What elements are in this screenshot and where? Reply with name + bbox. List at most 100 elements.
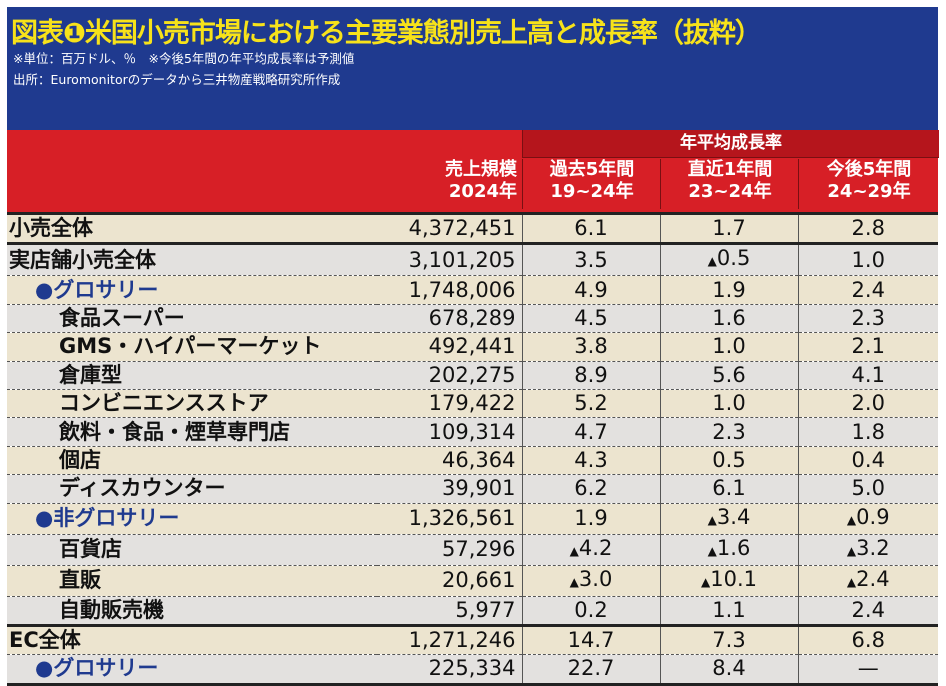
col-header-sales-line2: 2024年 (448, 181, 517, 202)
row-label: GMS・ハイパーマーケット (7, 332, 377, 362)
table-header: 年平均成長率 売上規模 2024年 過去5年間 19~24年 直近1年間 23~24年… (7, 130, 939, 212)
col-header-recent1: 直近1年間 23~24年 (660, 159, 799, 209)
past5-cell: 0.2 (521, 596, 660, 627)
sales-cell: 5,977 (377, 596, 522, 627)
sales-cell: 109,314 (377, 417, 522, 447)
figure-header: 図表❶米国小売市場における主要業態別売上高と成長率（抜粋） ※単位：百万ドル、％… (7, 7, 938, 130)
row-label: EC全体 (7, 625, 377, 656)
sales-cell: 179,422 (377, 389, 522, 419)
recent1-cell: 7.3 (659, 625, 798, 656)
past5-cell: 5.2 (521, 389, 660, 419)
table-row: ●グロサリー 1,748,006 4.9 1.9 2.4 (7, 275, 938, 305)
past5-cell: 6.2 (521, 474, 660, 504)
recent1-cell: ▲10.1 (659, 565, 798, 597)
past5-cell: 4.9 (521, 275, 660, 305)
sales-cell: 57,296 (377, 534, 522, 566)
row-label: ●グロサリー (7, 654, 377, 686)
sales-cell: 1,748,006 (377, 275, 522, 305)
next5-cell: 2.8 (797, 213, 938, 246)
next5-cell: 6.8 (797, 625, 938, 656)
past5-cell: 14.7 (521, 625, 660, 656)
row-label: ●非グロサリー (7, 503, 377, 535)
figure-title: 図表❶米国小売市場における主要業態別売上高と成長率（抜粋） (11, 18, 762, 49)
recent1-cell: 1.7 (659, 213, 798, 246)
col-header-recent1-line1: 直近1年間 (687, 159, 773, 180)
recent1-cell: 1.0 (659, 389, 798, 419)
row-label: 直販 (7, 565, 377, 597)
row-label: コンビニエンスストア (7, 389, 377, 419)
table-row: ディスカウンター 39,901 6.2 6.1 5.0 (7, 474, 938, 504)
col-header-past5: 過去5年間 19~24年 (522, 159, 661, 209)
table-row: 小売全体 4,372,451 6.1 1.7 2.8 (7, 213, 938, 246)
table-row: 自動販売機 5,977 0.2 1.1 2.4 (7, 596, 938, 627)
recent1-cell: 1.6 (659, 304, 798, 334)
row-label: 自動販売機 (7, 596, 377, 627)
row-label: 個店 (7, 446, 377, 476)
sales-cell: 1,271,246 (377, 625, 522, 656)
sales-cell: 4,372,451 (377, 213, 522, 246)
col-header-sales: 売上規模 2024年 (377, 159, 517, 209)
col-header-next5-line1: 今後5年間 (826, 159, 912, 180)
recent1-cell: 6.1 (659, 474, 798, 504)
past5-cell: ▲4.2 (521, 534, 660, 566)
col-header-next5-line2: 24~29年 (827, 181, 911, 202)
table-row: 百貨店 57,296 ▲4.2 ▲1.6 ▲3.2 (7, 534, 938, 566)
recent1-cell: 2.3 (659, 417, 798, 447)
sales-cell: 20,661 (377, 565, 522, 597)
col-header-next5: 今後5年間 24~29年 (798, 159, 939, 209)
row-label: 倉庫型 (7, 361, 377, 390)
recent1-cell: 1.1 (659, 596, 798, 627)
past5-cell: 3.8 (521, 332, 660, 362)
unit-note: ※単位：百万ドル、％ ※今後5年間の年平均成長率は予測値 (13, 51, 355, 66)
recent1-cell: 5.6 (659, 361, 798, 390)
next5-cell: 0.4 (797, 446, 938, 476)
col-header-sales-line1: 売上規模 (445, 159, 517, 180)
next5-cell: ▲0.9 (797, 503, 938, 535)
row-label: ディスカウンター (7, 474, 377, 504)
table-row: 飲料・食品・煙草専門店 109,314 4.7 2.3 1.8 (7, 417, 938, 447)
sales-cell: 225,334 (377, 654, 522, 686)
row-label: ●グロサリー (7, 275, 377, 305)
table-row: コンビニエンスストア 179,422 5.2 1.0 2.0 (7, 389, 938, 419)
next5-cell: ▲3.2 (797, 534, 938, 566)
source-note: 出所：Euromonitorのデータから三井物産戦略研究所作成 (13, 72, 341, 87)
next5-cell: 2.0 (797, 389, 938, 419)
next5-cell: 1.8 (797, 417, 938, 447)
past5-cell: 4.3 (521, 446, 660, 476)
next5-cell: ▲2.4 (797, 565, 938, 597)
next5-cell: 2.1 (797, 332, 938, 362)
recent1-cell: ▲1.6 (659, 534, 798, 566)
table-row: EC全体 1,271,246 14.7 7.3 6.8 (7, 625, 938, 656)
sales-cell: 46,364 (377, 446, 522, 476)
table-row: GMS・ハイパーマーケット 492,441 3.8 1.0 2.1 (7, 332, 938, 362)
recent1-cell: 1.0 (659, 332, 798, 362)
figure: 図表❶米国小売市場における主要業態別売上高と成長率（抜粋） ※単位：百万ドル、％… (7, 7, 939, 686)
table-row: ●非グロサリー 1,326,561 1.9 ▲3.4 ▲0.9 (7, 503, 938, 535)
next5-cell: 2.4 (797, 275, 938, 305)
row-label: 食品スーパー (7, 304, 377, 334)
table-row: 個店 46,364 4.3 0.5 0.4 (7, 446, 938, 476)
past5-cell: 4.5 (521, 304, 660, 334)
next5-cell: 2.4 (797, 596, 938, 627)
next5-cell: 5.0 (797, 474, 938, 504)
col-header-recent1-line2: 23~24年 (688, 181, 772, 202)
past5-cell: 8.9 (521, 361, 660, 390)
table-row: 食品スーパー 678,289 4.5 1.6 2.3 (7, 304, 938, 334)
next5-cell: 4.1 (797, 361, 938, 390)
table-row: 実店舗小売全体 3,101,205 3.5 ▲0.5 1.0 (7, 243, 938, 277)
next5-cell: 1.0 (797, 243, 938, 277)
col-header-past5-line1: 過去5年間 (549, 159, 635, 180)
recent1-cell: ▲0.5 (659, 243, 798, 277)
past5-cell: 4.7 (521, 417, 660, 447)
row-label: 百貨店 (7, 534, 377, 566)
past5-cell: 1.9 (521, 503, 660, 535)
sales-cell: 202,275 (377, 361, 522, 390)
sales-cell: 492,441 (377, 332, 522, 362)
sales-cell: 39,901 (377, 474, 522, 504)
next5-cell: — (797, 654, 938, 686)
sales-cell: 678,289 (377, 304, 522, 334)
row-label: 飲料・食品・煙草専門店 (7, 417, 377, 447)
recent1-cell: 8.4 (659, 654, 798, 686)
col-header-past5-line2: 19~24年 (550, 181, 634, 202)
sales-cell: 3,101,205 (377, 243, 522, 277)
